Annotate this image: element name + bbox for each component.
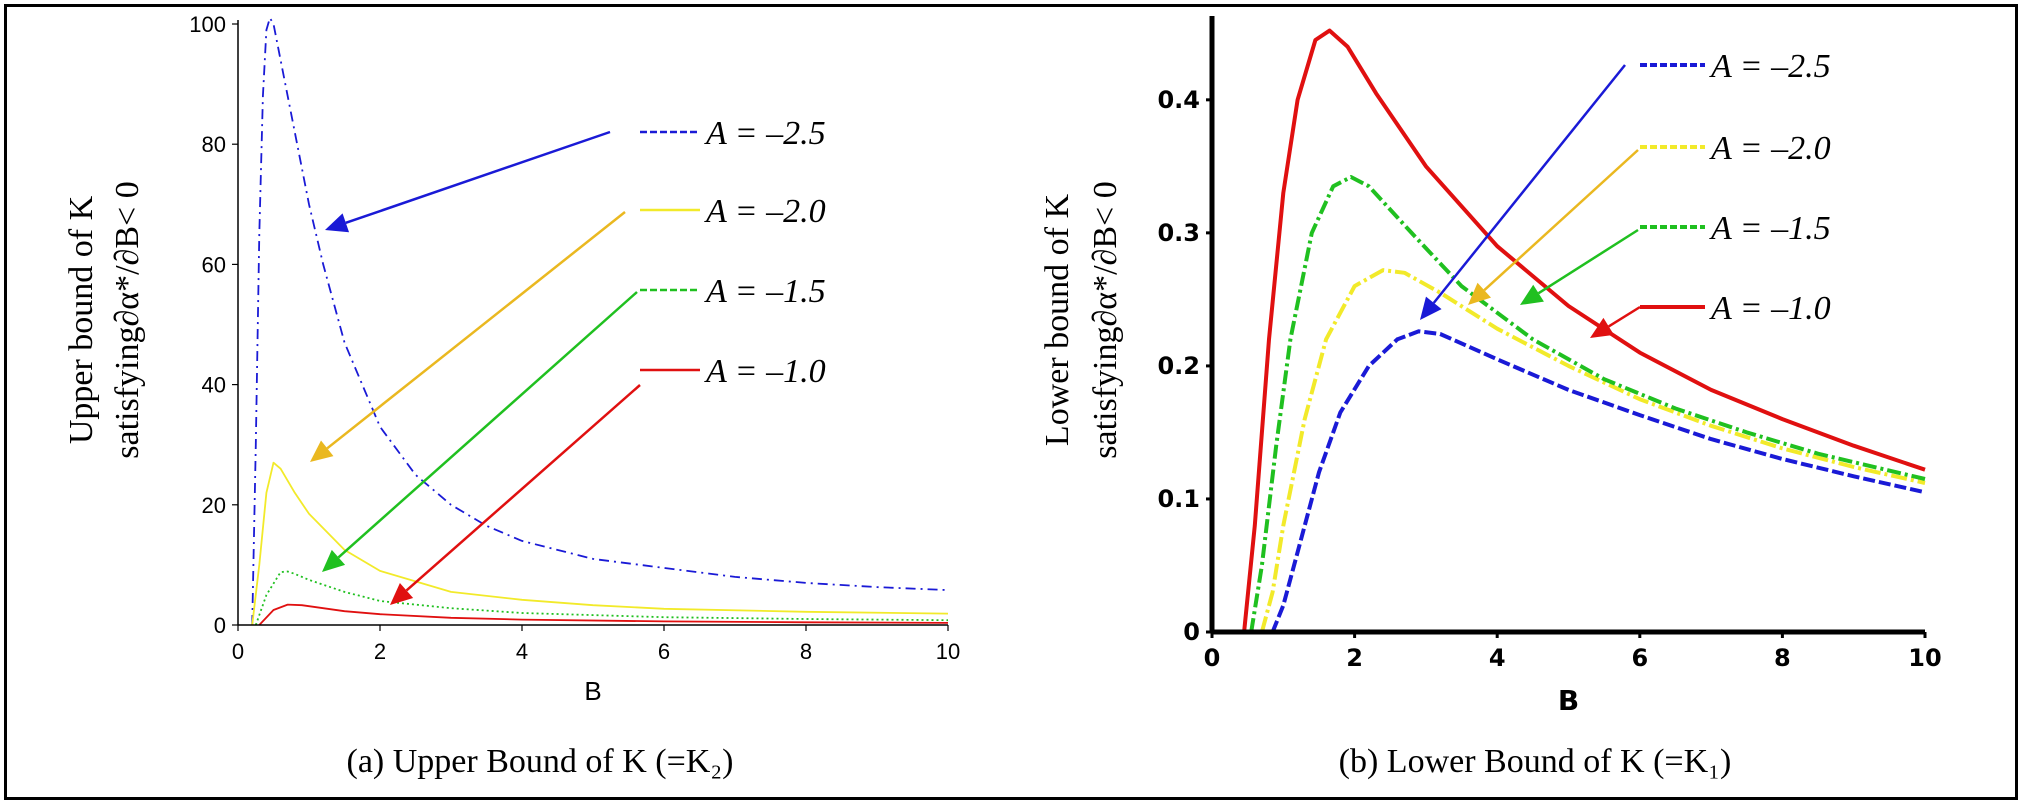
x-tick-label-b-1: 2 [1346,644,1363,672]
annotation-arrowhead-b-3 [1590,317,1614,338]
series-line-b-3 [1242,28,1926,633]
y-axis-label-line2-b: satisfying∂α*/∂B< 0 [1087,181,1124,458]
legend-label-b-2: A = –1.5 [1709,210,1831,247]
series-line-a-1 [251,461,949,626]
annotation-arrow-a-3 [405,384,641,592]
annotation-arrow-b-0 [1432,64,1626,304]
annotation-arrowhead-a-2 [322,549,346,572]
y-tick-label-a-2: 40 [202,373,226,398]
y-axis-label-line2-a: satisfying∂α*/∂B< 0 [109,181,146,458]
annotation-arrow-a-2 [337,291,638,559]
series-line-b-1 [1259,268,1926,633]
y-tick-label-a-4: 80 [202,132,226,157]
annotation-arrowhead-b-1 [1468,282,1491,305]
annotation-arrowhead-a-3 [390,582,414,605]
y-axis-label-line1-a: Upper bound of K [63,195,100,444]
y-tick-label-b-2: 0.2 [1157,352,1200,380]
figure-frame [4,4,2018,800]
annotation-arrow-a-1 [326,211,626,450]
series-line-b-2 [1249,175,1926,633]
series-line-a-3 [258,603,949,626]
legend-label-a-0: A = –2.5 [704,115,826,152]
annotation-arrow-a-0 [345,130,611,225]
series-line-b-0 [1270,329,1926,633]
x-axis-label-a: B [584,676,601,706]
series-line-a-2 [254,570,949,626]
legend-label-b-0: A = –2.5 [1709,48,1831,85]
x-tick-label-b-5: 10 [1908,644,1941,672]
annotation-arrow-b-3 [1608,305,1641,328]
y-tick-label-a-1: 20 [202,493,226,518]
x-tick-label-a-4: 8 [800,639,812,664]
y-tick-label-a-0: 0 [214,613,226,638]
y-tick-label-b-4: 0.4 [1157,86,1200,114]
caption-b: (b) Lower Bound of K (=K₁) [1339,743,1732,780]
x-tick-label-a-0: 0 [232,639,244,664]
x-tick-label-b-0: 0 [1204,644,1221,672]
annotation-arrowhead-a-0 [325,213,350,233]
x-tick-label-a-5: 10 [936,639,960,664]
x-tick-label-b-4: 8 [1774,644,1791,672]
caption-a: (a) Upper Bound of K (=K₂) [347,743,734,780]
chart-b: 0 2 4 6 8 10 0 0.1 0.2 0.3 0.4 B Lower bound of K sat… [1039,16,1942,717]
y-tick-label-a-5: 100 [189,12,226,37]
y-tick-label-b-1: 0.1 [1157,485,1200,513]
annotation-arrow-b-2 [1537,228,1639,295]
x-tick-label-a-1: 2 [374,639,386,664]
annotation-arrow-b-1 [1483,149,1639,292]
x-tick-label-b-2: 4 [1489,644,1506,672]
legend-label-a-2: A = –1.5 [704,273,826,310]
legend-label-b-3: A = –1.0 [1709,290,1831,327]
legend-label-a-3: A = –1.0 [704,353,826,390]
annotation-arrowhead-b-2 [1520,284,1544,305]
y-tick-label-b-0: 0 [1183,618,1200,646]
y-tick-label-a-3: 60 [202,252,226,277]
series-line-a-0 [251,17,949,626]
legend-label-a-1: A = –2.0 [704,193,826,230]
x-tick-label-b-3: 6 [1631,644,1648,672]
y-axis-label-line1-b: Lower bound of K [1039,194,1076,447]
x-tick-label-a-3: 6 [658,639,670,664]
annotation-arrowhead-a-1 [310,440,334,462]
annotation-arrowhead-b-0 [1420,296,1442,320]
legend-label-b-1: A = –2.0 [1709,130,1831,167]
x-axis-label-b: B [1558,684,1579,717]
x-tick-label-a-2: 4 [516,639,528,664]
y-tick-label-b-3: 0.3 [1157,219,1200,247]
